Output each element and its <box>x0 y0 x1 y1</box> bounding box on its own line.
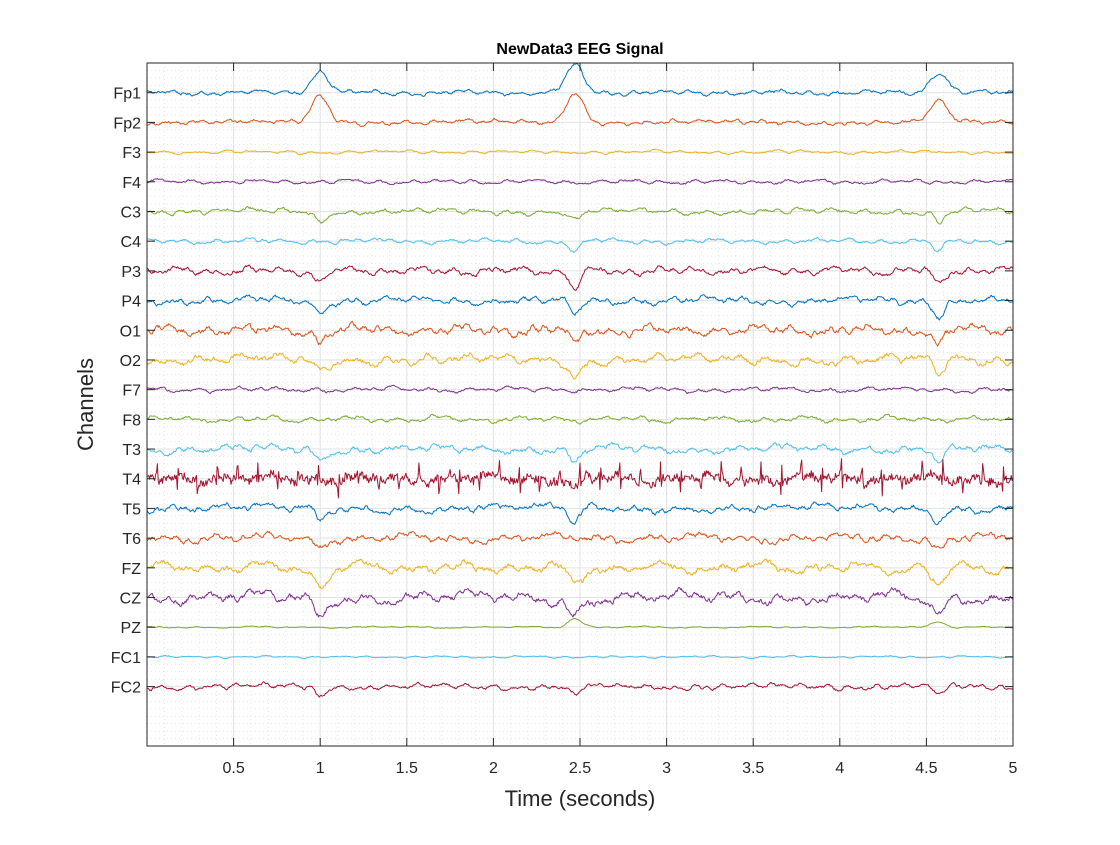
x-tick-label: 2.5 <box>569 760 591 777</box>
trace-fp2 <box>146 93 1014 128</box>
channel-label-fc1: FC1 <box>111 650 141 667</box>
x-tick-label: 3 <box>662 760 671 777</box>
channel-label-fz: FZ <box>121 561 141 578</box>
channel-label-fp1: Fp1 <box>113 86 141 103</box>
x-tick-label: 4 <box>835 760 844 777</box>
x-tick-label: 1.5 <box>396 760 418 777</box>
x-axis-label: Time (seconds) <box>505 786 656 811</box>
channel-label-f7: F7 <box>122 383 141 400</box>
trace-o2 <box>146 351 1014 380</box>
x-tick-label: 3.5 <box>742 760 764 777</box>
x-tick-label: 4.5 <box>915 760 937 777</box>
trace-fc1 <box>146 654 1014 660</box>
trace-p3 <box>146 264 1014 291</box>
channel-label-t6: T6 <box>122 531 141 548</box>
y-axis-label: Channels <box>73 358 98 451</box>
trace-f7 <box>146 384 1014 395</box>
trace-cz <box>146 586 1014 618</box>
chart-title: NewData3 EEG Signal <box>496 41 663 58</box>
channel-label-p4: P4 <box>121 294 141 311</box>
trace-fc2 <box>146 681 1014 698</box>
trace-o1 <box>146 320 1014 347</box>
channel-label-t3: T3 <box>122 442 141 459</box>
channel-label-p3: P3 <box>121 264 141 281</box>
trace-t6 <box>146 530 1014 549</box>
channel-label-cz: CZ <box>120 591 142 608</box>
trace-t3 <box>146 441 1014 464</box>
grid <box>147 63 1014 746</box>
trace-t4 <box>146 458 1014 499</box>
channel-label-t4: T4 <box>122 472 141 489</box>
trace-t5 <box>146 501 1014 526</box>
trace-c4 <box>146 236 1014 253</box>
channel-label-f4: F4 <box>122 175 141 192</box>
channel-label-c3: C3 <box>121 204 142 221</box>
x-tick-label: 2 <box>489 760 498 777</box>
x-tick-label: 5 <box>1009 760 1018 777</box>
ticks: 0.5 1 1.5 2 2.5 3 3.5 4 4.5 5 Fp1 Fp2 F3 F4 C3 C4 P3 P4 O1… <box>111 63 1018 777</box>
channel-label-t5: T5 <box>122 501 141 518</box>
trace-pz <box>146 617 1014 629</box>
channel-label-fp2: Fp2 <box>113 115 141 132</box>
channel-label-o1: O1 <box>120 323 141 340</box>
trace-f3 <box>146 148 1014 156</box>
x-tick-label: 0.5 <box>222 760 244 777</box>
channel-label-pz: PZ <box>121 620 142 637</box>
channel-label-o2: O2 <box>120 353 141 370</box>
trace-p4 <box>146 294 1014 321</box>
channel-label-f8: F8 <box>122 412 141 429</box>
trace-f8 <box>146 413 1014 425</box>
channel-label-c4: C4 <box>121 234 142 251</box>
traces <box>146 62 1014 698</box>
trace-c3 <box>146 205 1014 225</box>
x-tick-label: 1 <box>316 760 325 777</box>
trace-f4 <box>146 177 1014 186</box>
channel-label-f3: F3 <box>122 145 141 162</box>
trace-fz <box>146 558 1014 590</box>
channel-label-fc2: FC2 <box>111 680 141 697</box>
